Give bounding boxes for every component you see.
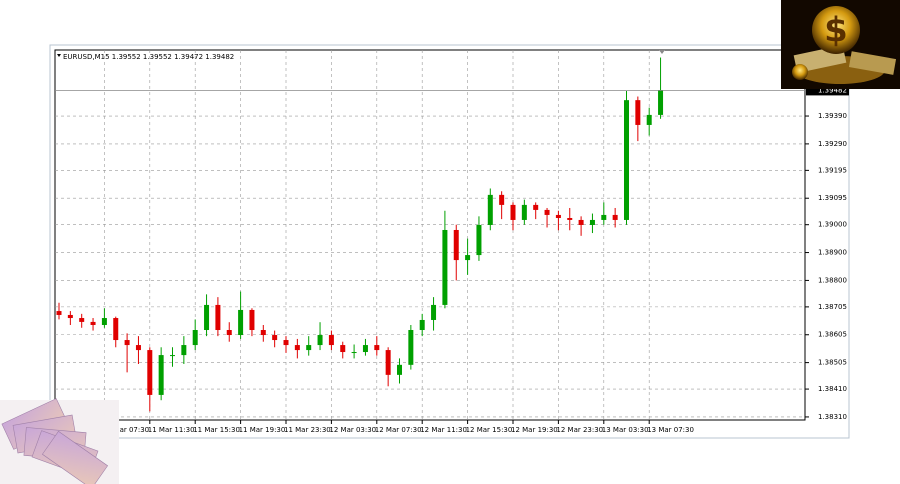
candle-body [499, 194, 505, 205]
candle-body [658, 90, 664, 115]
candle-body [589, 219, 595, 225]
candle-body [124, 340, 130, 346]
x-tick-label: 12 Mar 11:30 [420, 426, 467, 434]
candle-body [204, 304, 210, 331]
candle-body [510, 204, 516, 220]
candle-body [306, 345, 312, 351]
candle-body [567, 218, 573, 220]
x-tick-label: 11 Mar 11:30 [148, 426, 195, 434]
y-tick-label: 1.39095 [818, 194, 847, 202]
candle-body [317, 335, 323, 346]
candle-body [249, 309, 255, 331]
x-tick-label: 13 Mar 07:30 [647, 426, 694, 434]
bid-label: 1.39482 [818, 86, 847, 94]
candle-body [555, 214, 561, 219]
chart-header: EURUSD,M15 1.39552 1.39552 1.39472 1.394… [63, 53, 234, 61]
euro-image [0, 398, 119, 484]
y-tick-label: 1.39195 [818, 166, 847, 174]
y-tick-label: 1.39000 [818, 221, 847, 229]
candle-body [487, 194, 493, 225]
candle-body [453, 229, 459, 261]
candle-body [408, 330, 414, 365]
y-tick-label: 1.38800 [818, 276, 847, 284]
candle-body [238, 309, 244, 336]
candle-body [56, 311, 62, 315]
candle-body [533, 204, 539, 210]
dollar-image: $ [781, 0, 900, 89]
candle-body [646, 114, 652, 125]
bid-label-box [806, 85, 849, 96]
x-tick-label: 12 Mar 15:30 [466, 426, 513, 434]
candle-body [374, 345, 380, 351]
candle-body [215, 304, 221, 331]
candle-body [260, 330, 266, 336]
candle-body [147, 350, 153, 395]
candle-body [294, 345, 300, 351]
candle-body [431, 304, 437, 320]
header-arrow [57, 54, 61, 57]
candle-body [101, 318, 107, 325]
x-tick-label: 11 Mar 15:30 [193, 426, 240, 434]
candle-body [226, 330, 232, 336]
chart-layer: 1.38310 1.38410 1.38505 1.38605 1.38705 1.388… [55, 50, 849, 434]
candle-body [442, 229, 448, 305]
candle-body [181, 345, 187, 356]
plot-area [54, 49, 806, 421]
dollar-sign: $ [824, 11, 848, 51]
candle-body [283, 340, 289, 346]
candle-body [476, 224, 482, 256]
candle-body [612, 214, 618, 220]
candle-body [113, 318, 119, 341]
candle-body [328, 335, 334, 346]
candle-body [362, 345, 368, 353]
y-tick-label: 1.38410 [818, 385, 847, 393]
candle-body [67, 314, 73, 319]
x-tick-label: 11 Mar 07:30 [102, 426, 149, 434]
candle-body [90, 321, 96, 325]
x-tick-label: 12 Mar 07:30 [375, 426, 422, 434]
candle-body [419, 319, 425, 331]
candle-body [521, 204, 527, 220]
candle-body [272, 335, 278, 341]
candle-body [601, 214, 607, 220]
candle-body [465, 255, 471, 261]
candle-body [192, 330, 198, 346]
x-tick-label: 12 Mar 19:30 [511, 426, 558, 434]
candle-body [544, 209, 550, 215]
y-tick-label: 1.38705 [818, 303, 847, 311]
y-tick-label: 1.38605 [818, 331, 847, 339]
candle-body [635, 100, 641, 125]
shift-marker [659, 50, 665, 54]
x-tick-label: 11 Mar 19:30 [239, 426, 286, 434]
y-tick-label: 1.38310 [818, 413, 847, 421]
candle-body [340, 345, 346, 353]
candle-body [397, 364, 402, 375]
y-tick-label: 1.38505 [818, 359, 847, 367]
candle-body [79, 318, 85, 322]
x-tick-label: 13 Mar 03:30 [602, 426, 649, 434]
candle-body [385, 350, 391, 375]
candle-body [170, 355, 175, 357]
candle-body [351, 352, 357, 354]
y-tick-label: 1.39390 [818, 112, 847, 120]
x-tick-label: 12 Mar 03:30 [329, 426, 376, 434]
x-tick-label: 12 Mar 23:30 [556, 426, 603, 434]
candle-body [135, 345, 141, 351]
candle-body [158, 355, 164, 395]
y-tick-label: 1.38900 [818, 249, 847, 257]
y-tick-label: 1.39290 [818, 140, 847, 148]
x-tick-label: 11 Mar 23:30 [284, 426, 331, 434]
candle-body [624, 100, 629, 220]
candle-body [578, 219, 584, 225]
